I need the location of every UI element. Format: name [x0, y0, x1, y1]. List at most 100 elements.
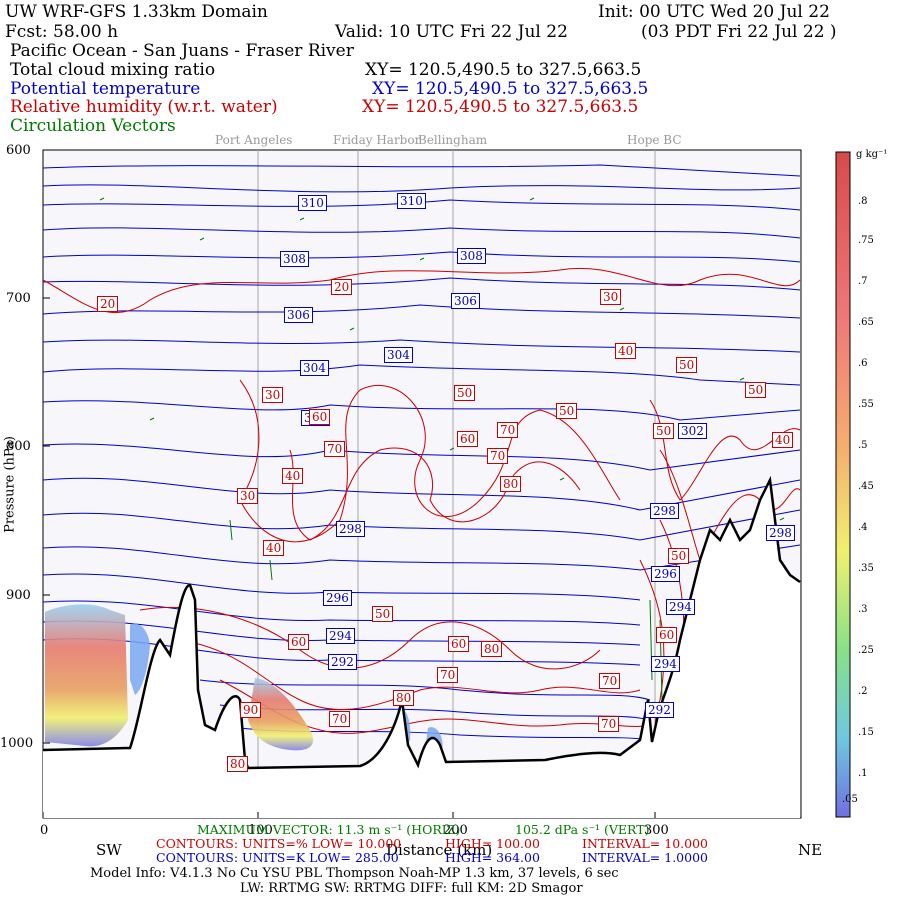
- theta-label: 294: [651, 656, 680, 672]
- colorbar-label: .5: [858, 440, 868, 451]
- theta-label: 308: [457, 248, 486, 264]
- rh-label: 70: [487, 448, 509, 464]
- rh-label: 60: [457, 431, 479, 447]
- field-cloud-xy: XY= 120.5,490.5 to 327.5,663.5: [365, 60, 642, 80]
- rh-contour-info: CONTOURS: UNITS=% LOW= 10.000: [156, 836, 402, 851]
- theta-label: 294: [326, 628, 355, 644]
- rh-label: 50: [556, 403, 578, 419]
- field-rh-name: Relative humidity (w.r.t. water): [10, 97, 278, 117]
- theta-label: 296: [323, 590, 352, 606]
- colorbar-units: g kg⁻¹: [856, 149, 888, 160]
- rh-contours: [42, 268, 801, 761]
- rh-contour-high: HIGH= 100.00: [445, 836, 540, 851]
- y-tick: 900: [6, 588, 31, 603]
- place-hope-bc: Hope BC: [627, 133, 682, 147]
- rh-label: 50: [454, 385, 476, 401]
- theta-label: 310: [298, 195, 327, 211]
- cloud-region-small: [130, 623, 150, 695]
- cloud-region-coastal: [45, 604, 128, 747]
- rh-label: 60: [448, 636, 470, 652]
- rh-label: 70: [497, 422, 519, 438]
- rh-label: 50: [676, 357, 698, 373]
- theta-label: 306: [451, 293, 480, 309]
- theta-label: 302: [678, 423, 707, 439]
- rh-label: 40: [263, 540, 285, 556]
- rh-label: 40: [772, 432, 794, 448]
- theta-label: 304: [384, 347, 413, 363]
- model-info: Model Info: V4.1.3 No Cu YSU PBL Thompso…: [90, 866, 619, 881]
- rh-label: 60: [288, 634, 310, 650]
- field-vectors-name: Circulation Vectors: [10, 116, 176, 136]
- title: UW WRF-GFS 1.33km Domain: [5, 2, 268, 22]
- field-theta-name: Potential temperature: [10, 79, 201, 99]
- theta-contour-interval: INTERVAL= 1.0000: [582, 850, 708, 865]
- init-time: Init: 00 UTC Wed 20 Jul 22: [598, 2, 830, 22]
- colorbar-label: .3: [858, 604, 868, 615]
- rh-label: 30: [237, 488, 259, 504]
- rh-label: 80: [393, 690, 415, 706]
- theta-label: 296: [651, 566, 680, 582]
- colorbar-label: .6: [858, 358, 868, 369]
- forecast-hour: Fcst: 58.00 h: [5, 22, 119, 42]
- y-tick: 800: [6, 439, 31, 454]
- theta-label: 304: [300, 360, 329, 376]
- rh-label: 50: [745, 382, 767, 398]
- rh-label: 80: [481, 641, 503, 657]
- theta-contour-high: HIGH= 364.00: [445, 850, 540, 865]
- theta-contour-info: CONTOURS: UNITS=K LOW= 285.00: [156, 850, 399, 865]
- max-vector-horiz: MAXIMUM VECTOR: 11.3 m s⁻¹ (HORIZ): [197, 822, 461, 837]
- theta-label: 292: [328, 654, 357, 670]
- field-theta-xy: XY= 120.5,490.5 to 327.5,663.5: [372, 79, 649, 99]
- rh-label: 70: [437, 667, 459, 683]
- model-info-physics: LW: RRTMG SW: RRTMG DIFF: full KM: 2D Sm…: [240, 881, 583, 896]
- rh-label: 30: [262, 387, 284, 403]
- rh-label: 40: [282, 468, 304, 484]
- colorbar-label: .4: [858, 522, 868, 533]
- x-axis-left-end: SW: [96, 841, 122, 859]
- rh-label: 70: [599, 673, 621, 689]
- rh-label: 50: [668, 548, 690, 564]
- rh-label: 70: [598, 716, 620, 732]
- rh-label: 40: [615, 343, 637, 359]
- colorbar-label: .15: [858, 727, 874, 738]
- colorbar-label: .8: [858, 196, 868, 207]
- colorbar: [835, 151, 851, 818]
- rh-contour-interval: INTERVAL= 10.000: [582, 836, 708, 851]
- y-tick: 700: [6, 291, 31, 306]
- rh-label: 60: [656, 627, 678, 643]
- theta-label: 298: [336, 521, 365, 537]
- theta-contours: [42, 164, 801, 741]
- valid-time: Valid: 10 UTC Fri 22 Jul 22: [335, 22, 568, 42]
- colorbar-label: .65: [858, 317, 874, 328]
- theta-label: 298: [650, 503, 679, 519]
- colorbar-label: .75: [858, 235, 874, 246]
- theta-label: 292: [645, 702, 674, 718]
- rh-label: 20: [97, 296, 119, 312]
- colorbar-label: .05: [842, 794, 858, 805]
- theta-label: 294: [666, 599, 695, 615]
- rh-label: 30: [600, 289, 622, 305]
- y-tick: 1000: [0, 736, 34, 751]
- rh-label: 90: [240, 702, 262, 718]
- rh-label: 80: [500, 476, 522, 492]
- rh-label: 60: [309, 409, 331, 425]
- x-tick: 200: [443, 823, 468, 838]
- x-axis-label: Distance (km): [386, 841, 493, 859]
- colorbar-label: .35: [858, 563, 874, 574]
- rh-label: 70: [329, 711, 351, 727]
- theta-label: 306: [284, 307, 313, 323]
- max-vector-vert: 105.2 dPa s⁻¹ (VERT): [515, 822, 650, 837]
- x-tick: 100: [248, 823, 273, 838]
- theta-label: 308: [280, 251, 309, 267]
- y-axis-label: Pressure (hPa): [2, 436, 18, 533]
- x-tick: 0: [40, 823, 49, 838]
- rh-label: 50: [653, 423, 675, 439]
- place-friday-harbor: Friday Harbor: [333, 133, 421, 147]
- colorbar-label: .2: [858, 686, 868, 697]
- field-cloud-name: Total cloud mixing ratio: [10, 60, 216, 80]
- x-axis-right-end: NE: [798, 841, 823, 859]
- colorbar-label: .7: [858, 276, 868, 287]
- rh-label: 70: [324, 441, 346, 457]
- colorbar-label: .55: [858, 399, 874, 410]
